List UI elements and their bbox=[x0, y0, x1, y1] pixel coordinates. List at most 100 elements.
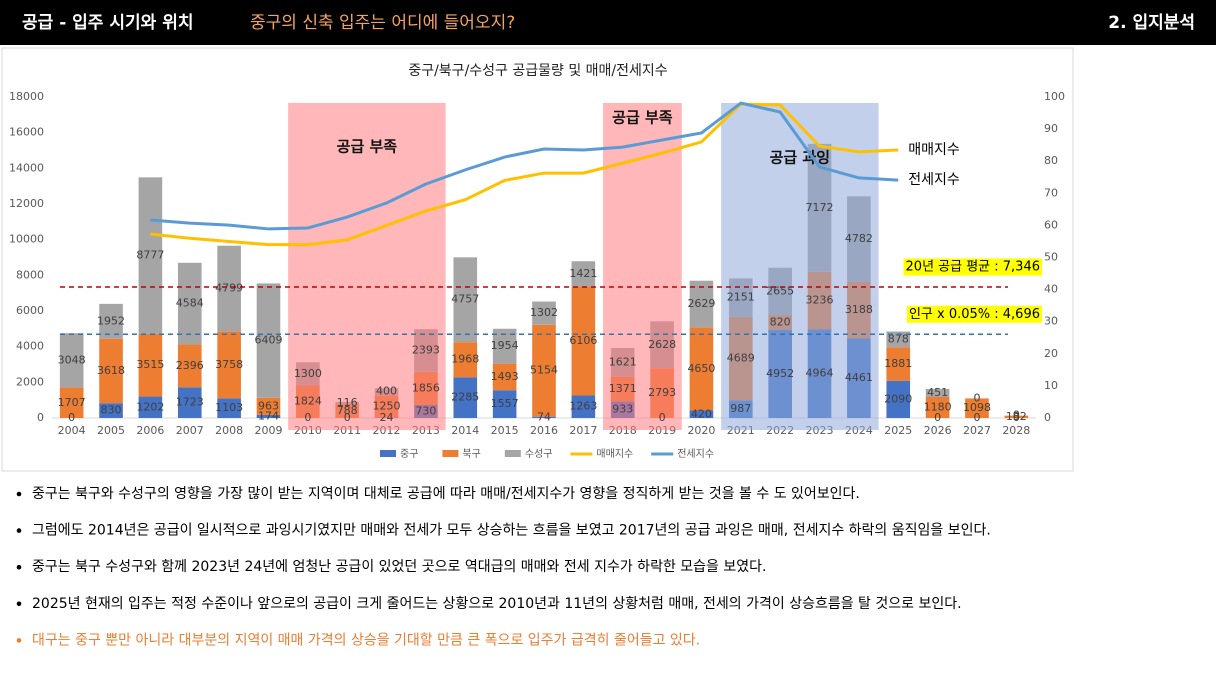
data-label: 963 bbox=[258, 399, 279, 412]
header-section: 2. 입지분석 bbox=[1108, 13, 1195, 33]
y2-tick-label: 0 bbox=[1044, 411, 1051, 424]
x-tick-label: 2015 bbox=[491, 424, 519, 437]
data-label: 820 bbox=[770, 315, 791, 328]
data-label: 3048 bbox=[58, 353, 86, 366]
y-tick-label: 2000 bbox=[16, 375, 44, 388]
y-tick-label: 18000 bbox=[9, 90, 44, 103]
bar-segment bbox=[886, 380, 911, 418]
bullet-text: 그럼에도 2014년은 공급이 일시적으로 과잉시기였지만 매매와 전세가 모두… bbox=[32, 523, 991, 539]
data-label: 4782 bbox=[845, 232, 873, 245]
data-label: 933 bbox=[612, 403, 633, 416]
bar-segment bbox=[925, 388, 950, 397]
bullet-text: 중구는 북구와 수성구의 영향을 가장 많이 받는 지역이며 대체로 공급에 따… bbox=[32, 486, 860, 502]
data-label: 8777 bbox=[136, 249, 164, 262]
bar-segment bbox=[689, 280, 714, 328]
reference-label-bg bbox=[903, 258, 1042, 276]
y2-tick-label: 10 bbox=[1044, 379, 1058, 392]
data-label: 1103 bbox=[215, 401, 243, 414]
bar-segment bbox=[925, 396, 950, 418]
y-tick-label: 6000 bbox=[16, 304, 44, 317]
bar-segment bbox=[177, 262, 202, 345]
region bbox=[721, 103, 879, 430]
data-label: 2151 bbox=[727, 291, 755, 304]
bullet-text: 대구는 중구 뿐만 아니라 대부분의 지역이 매매 가격의 상승을 기대할 만큼… bbox=[32, 632, 700, 648]
data-label: 1098 bbox=[963, 401, 991, 414]
bar-segment bbox=[532, 416, 556, 418]
bar-segment bbox=[99, 338, 123, 404]
data-label: 3236 bbox=[806, 294, 834, 307]
line-end-label: 전세지수 bbox=[908, 172, 960, 188]
region-label: 공급 부족 bbox=[337, 138, 398, 156]
data-label: 730 bbox=[415, 404, 436, 417]
bar-segment bbox=[256, 283, 281, 398]
data-label: 4650 bbox=[687, 362, 715, 375]
y-tick-label: 0 bbox=[37, 411, 44, 424]
data-label: 1621 bbox=[609, 355, 637, 368]
bar-segment bbox=[138, 396, 163, 418]
y-tick-label: 10000 bbox=[9, 233, 44, 246]
x-tick-label: 2016 bbox=[530, 424, 558, 437]
data-label: 74 bbox=[537, 410, 551, 423]
bar-segment bbox=[256, 397, 281, 415]
x-tick-label: 2004 bbox=[58, 424, 86, 437]
data-label: 1557 bbox=[491, 397, 519, 410]
data-label: 2396 bbox=[176, 359, 204, 372]
data-label: 4584 bbox=[176, 297, 204, 310]
data-label: 5154 bbox=[530, 364, 558, 377]
bar-segment bbox=[99, 303, 123, 339]
data-label: 987 bbox=[730, 402, 751, 415]
header-subtitle: 중구의 신축 입주는 어디에 들어오지? bbox=[250, 13, 515, 33]
region bbox=[288, 103, 446, 430]
bar-segment bbox=[571, 395, 596, 418]
data-label: 1180 bbox=[924, 400, 952, 413]
bullet-dot bbox=[16, 638, 22, 643]
bar-segment bbox=[217, 331, 241, 399]
data-label: 420 bbox=[691, 407, 712, 420]
legend-label: 매매지수 bbox=[596, 448, 633, 460]
data-label: 1300 bbox=[294, 367, 322, 380]
x-tick-label: 2005 bbox=[97, 424, 125, 437]
data-label: 1968 bbox=[451, 353, 479, 366]
bullet-dot bbox=[16, 564, 22, 570]
y2-tick-label: 100 bbox=[1044, 90, 1065, 103]
reference-label-bg bbox=[906, 305, 1042, 323]
data-label: 1250 bbox=[373, 399, 401, 412]
bar-segment bbox=[532, 324, 556, 417]
line-series bbox=[150, 101, 899, 231]
data-label: 24 bbox=[380, 411, 394, 424]
data-label: 2285 bbox=[451, 391, 479, 404]
bar-segment bbox=[965, 398, 989, 418]
data-label: 1881 bbox=[884, 357, 912, 370]
bar-segment bbox=[1004, 415, 1029, 418]
data-label: 1954 bbox=[491, 339, 519, 352]
data-label: 0 bbox=[973, 391, 980, 404]
data-label: 1493 bbox=[491, 370, 519, 383]
bar-segment bbox=[689, 327, 714, 411]
y2-tick-label: 70 bbox=[1044, 186, 1058, 199]
data-label: 174 bbox=[258, 409, 279, 422]
bar-segment bbox=[453, 377, 478, 418]
data-label: 1723 bbox=[176, 396, 204, 409]
reference-label: 20년 공급 평균 : 7,346 bbox=[906, 259, 1040, 274]
bar-segment bbox=[453, 257, 478, 343]
data-label: 4964 bbox=[806, 367, 834, 380]
bar-segment bbox=[138, 333, 163, 397]
data-label: 400 bbox=[376, 385, 397, 398]
chart-title: 중구/북구/수성구 공급물량 및 매매/전세지수 bbox=[408, 63, 667, 79]
y2-tick-label: 30 bbox=[1044, 315, 1058, 328]
data-label: 1263 bbox=[569, 400, 597, 413]
data-label: 132 bbox=[1006, 410, 1027, 423]
data-label: 1421 bbox=[569, 267, 597, 280]
x-tick-label: 2020 bbox=[687, 424, 715, 437]
header-bar bbox=[0, 0, 1216, 45]
region-label: 공급 과잉 bbox=[770, 149, 830, 167]
bar-segment bbox=[217, 245, 241, 332]
data-label: 2628 bbox=[648, 338, 676, 351]
data-label: 1302 bbox=[530, 306, 558, 319]
reference-label: 인구 x 0.05% : 4,696 bbox=[909, 307, 1040, 322]
bar-segment bbox=[59, 387, 84, 418]
bar-segment bbox=[256, 414, 281, 418]
legend-label: 북구 bbox=[462, 448, 480, 460]
region-label: 공급 부족 bbox=[612, 109, 673, 127]
bar-segment bbox=[571, 261, 596, 287]
